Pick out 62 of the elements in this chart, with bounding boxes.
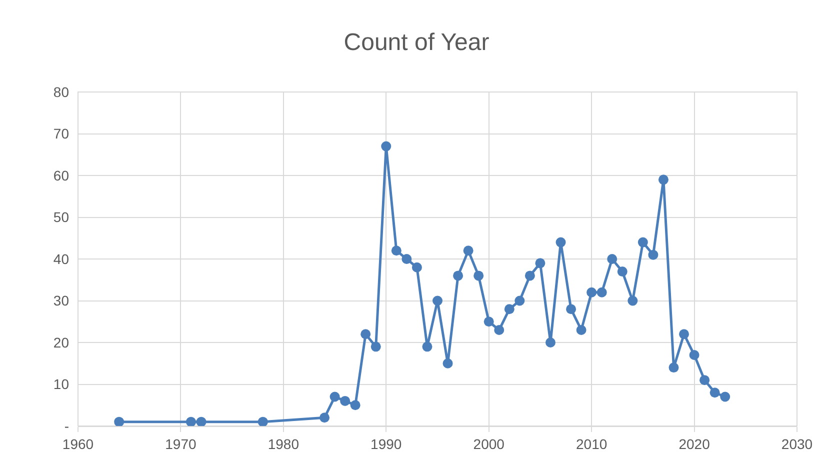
point (494, 324, 504, 335)
point (617, 266, 628, 277)
point (350, 400, 360, 410)
y-tick-label: 20 (53, 334, 70, 350)
x-tick-label: 2030 (781, 436, 813, 452)
point (700, 375, 710, 386)
point (566, 304, 576, 314)
point (576, 324, 586, 335)
point (330, 392, 340, 402)
point (370, 342, 381, 352)
chart-title: Count of Year (344, 28, 490, 56)
y-tick-label: 50 (53, 209, 70, 226)
point (658, 174, 668, 185)
point (360, 329, 371, 340)
point (196, 416, 206, 426)
point (628, 296, 638, 306)
point (545, 338, 556, 348)
point (391, 246, 402, 256)
point (463, 246, 474, 256)
point (474, 270, 484, 281)
point (442, 358, 453, 368)
point (453, 270, 464, 281)
point (689, 350, 700, 360)
point (596, 287, 607, 298)
y-tick-label: 40 (53, 250, 70, 267)
point (648, 250, 658, 260)
y-tick-label: 80 (53, 84, 70, 100)
x-tick-label: 1980 (268, 436, 300, 452)
point (524, 270, 535, 281)
point (586, 287, 597, 298)
point (668, 362, 679, 373)
point (422, 342, 432, 352)
x-tick-label: 2010 (576, 436, 608, 452)
point (381, 141, 392, 152)
point (340, 396, 350, 406)
point (556, 237, 566, 248)
point (258, 416, 268, 426)
point (412, 262, 422, 272)
x-tick-label: 1990 (370, 436, 402, 452)
point (710, 388, 720, 398)
y-tick-label: 70 (53, 126, 70, 142)
point (114, 416, 124, 426)
point (432, 296, 442, 306)
point (514, 296, 525, 306)
x-tick-label: 2020 (678, 436, 710, 452)
y-tick-label: 60 (53, 167, 70, 184)
point (504, 304, 514, 314)
point (320, 412, 330, 423)
point (679, 329, 690, 340)
x-tick-label: 1970 (165, 436, 196, 452)
y-tick-label: 10 (53, 376, 70, 392)
point (402, 254, 412, 264)
x-tick-label: 1960 (62, 436, 94, 452)
point (607, 254, 618, 264)
x-tick-label: 2000 (473, 436, 505, 452)
point (720, 392, 730, 402)
point (535, 258, 546, 268)
point (638, 237, 648, 248)
point (186, 416, 196, 426)
y-tick-label: - (64, 418, 70, 434)
y-tick-label: 30 (53, 292, 70, 309)
point (484, 316, 494, 327)
